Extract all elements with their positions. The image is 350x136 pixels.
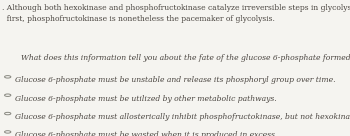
Text: Glucose 6-phosphate must be utilized by other metabolic pathways.: Glucose 6-phosphate must be utilized by … xyxy=(15,95,276,103)
Text: Glucose 6-phosphate must allosterically inhibit phosphofructokinase, but not hex: Glucose 6-phosphate must allosterically … xyxy=(15,113,350,121)
Text: . Although both hexokinase and phosphofructokinase catalyze irreversible steps i: . Although both hexokinase and phosphofr… xyxy=(2,4,350,23)
Text: Glucose 6-phosphate must be wasted when it is produced in excess.: Glucose 6-phosphate must be wasted when … xyxy=(15,131,277,136)
Text: Glucose 6-phosphate must be unstable and release its phosphoryl group over time.: Glucose 6-phosphate must be unstable and… xyxy=(15,76,335,84)
Text: What does this information tell you about the fate of the glucose 6-phosphate fo: What does this information tell you abou… xyxy=(21,54,350,62)
